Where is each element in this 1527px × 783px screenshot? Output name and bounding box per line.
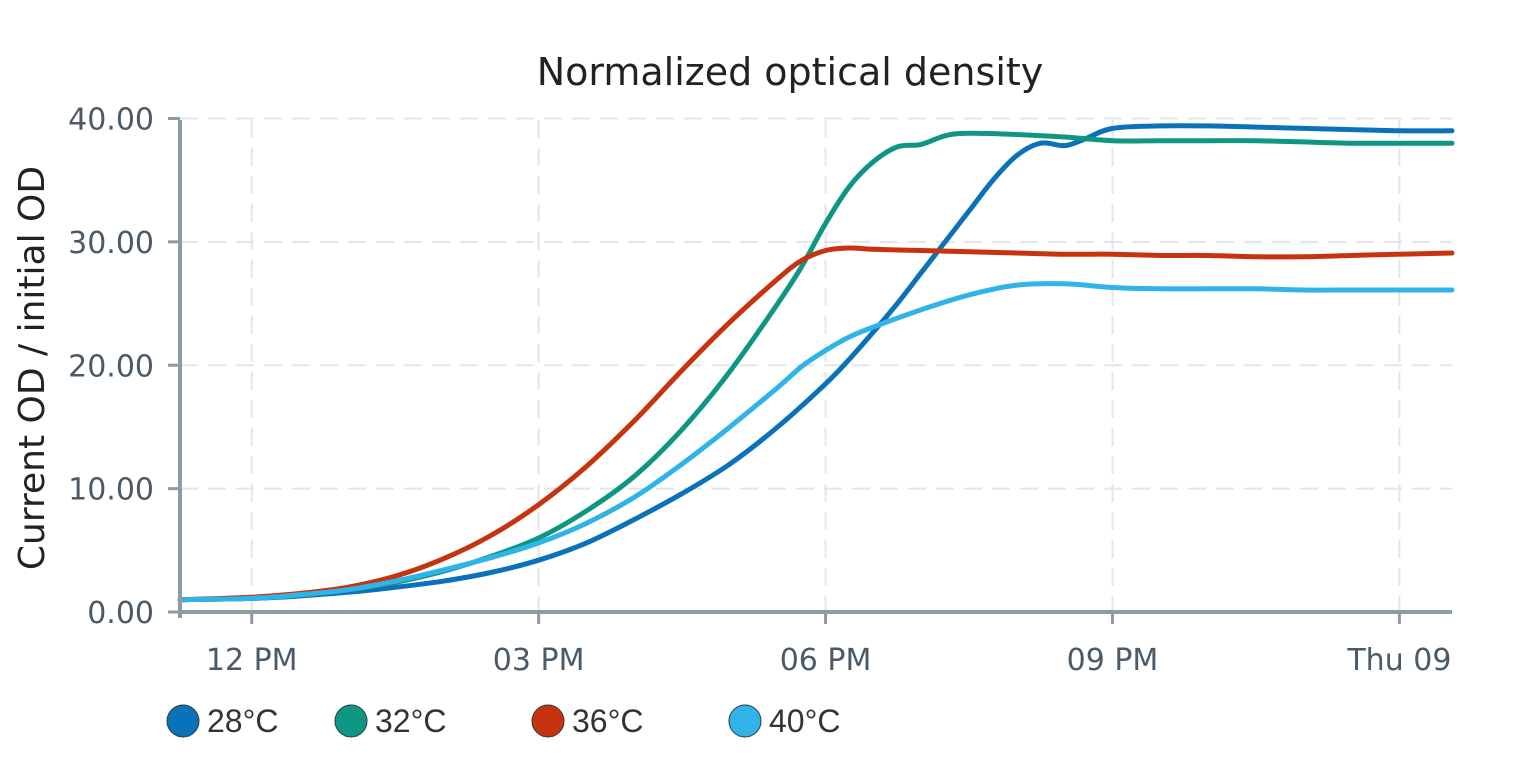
legend-marker (334, 704, 368, 738)
legend-label: 28°C (207, 703, 279, 739)
legend[interactable]: 28°C 32°C 36°C 40°C (166, 703, 841, 739)
series-line-40°C[interactable] (177, 281, 1455, 603)
y-tick-label: 0.00 (87, 596, 154, 631)
legend-marker (728, 704, 762, 738)
y-axis-label: Current OD / initial OD (12, 166, 53, 570)
legend-label: 32°C (375, 703, 447, 739)
y-tick-label: 20.00 (68, 349, 154, 384)
series-line-32°C[interactable] (177, 130, 1455, 603)
legend-item[interactable]: 36°C (531, 703, 644, 739)
series-line-28°C[interactable] (177, 123, 1455, 603)
chart-title: Normalized optical density (537, 50, 1044, 94)
axes (168, 117, 1452, 624)
legend-label: 40°C (769, 703, 841, 739)
series-lines (177, 123, 1455, 603)
tick-labels: 0.00 10.00 20.00 30.00 40.00 12 PM 03 PM 06 PM 0… (68, 103, 1451, 678)
x-tick-label: 12 PM (206, 643, 298, 678)
y-tick-label: 40.00 (68, 103, 154, 138)
x-tick-label: 06 PM (780, 643, 872, 678)
x-tick-label: Thu 09 (1346, 643, 1451, 678)
legend-item[interactable]: 28°C (166, 703, 279, 739)
legend-item[interactable]: 32°C (334, 703, 447, 739)
y-tick-label: 30.00 (68, 226, 154, 261)
gridlines (180, 117, 1452, 612)
x-tick-label: 09 PM (1067, 643, 1159, 678)
series-line-36°C[interactable] (177, 245, 1455, 603)
legend-marker (531, 704, 565, 738)
y-tick-label: 10.00 (68, 473, 154, 508)
legend-label: 36°C (572, 703, 644, 739)
legend-item[interactable]: 40°C (728, 703, 841, 739)
legend-marker (166, 704, 200, 738)
x-tick-label: 03 PM (493, 643, 585, 678)
